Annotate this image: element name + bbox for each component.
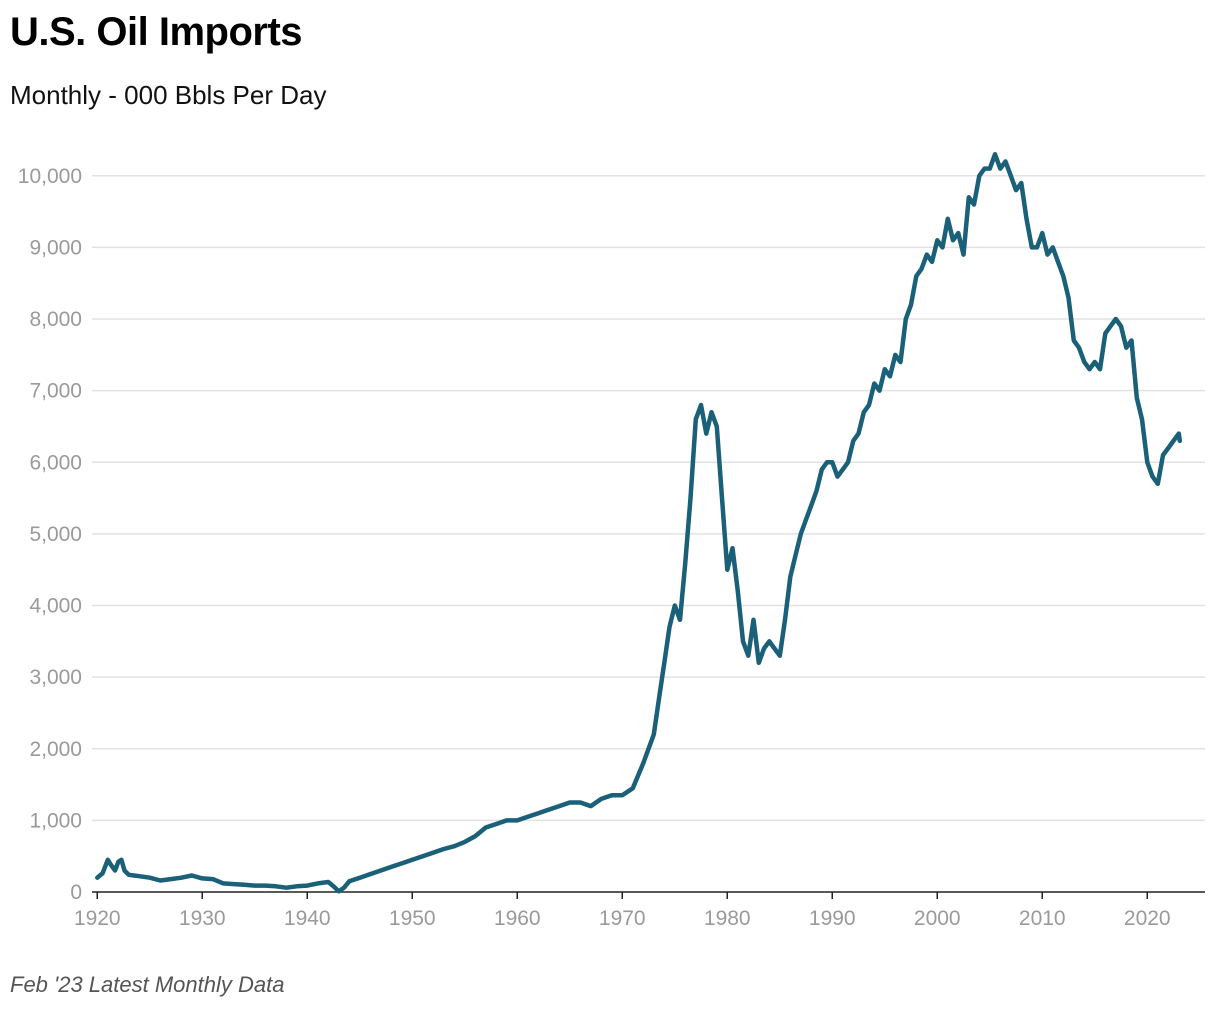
x-tick-label: 1940 [284,907,331,930]
x-tick-label: 2000 [914,907,961,930]
y-tick-label: 0 [70,881,82,904]
y-tick-label: 9,000 [29,236,82,259]
x-tick-label: 2010 [1019,907,1066,930]
x-tick-label: 1980 [704,907,751,930]
x-axis-ticks: 1920 1930 1940 1950 1960 1970 1980 1990 2000 2010… [74,892,1171,930]
y-tick-label: 3,000 [29,666,82,689]
y-tick-label: 7,000 [29,380,82,403]
y-tick-label: 10,000 [18,165,82,188]
chart-title: U.S. Oil Imports [10,10,303,54]
x-tick-label: 1950 [389,907,436,930]
y-tick-label: 6,000 [29,451,82,474]
x-tick-label: 1920 [74,907,121,930]
y-axis-ticks: 0 1,000 2,000 3,000 4,000 5,000 6,000 7,000 8,00… [18,165,82,904]
oil-imports-series-line [95,152,1183,894]
footnote: Feb '23 Latest Monthly Data [10,972,285,997]
x-tick-label: 1990 [809,907,856,930]
x-tick-label: 1960 [494,907,541,930]
y-tick-label: 2,000 [29,738,82,761]
x-tick-label: 1930 [179,907,226,930]
y-tick-label: 1,000 [29,809,82,832]
x-tick-label: 2020 [1124,907,1171,930]
x-tick-label: 1970 [599,907,646,930]
grid-lines [92,175,1205,822]
line-chart: 0 1,000 2,000 3,000 4,000 5,000 6,000 7,000 8,00… [18,152,1205,930]
y-tick-label: 4,000 [29,595,82,618]
chart-subtitle: Monthly - 000 Bbls Per Day [10,80,327,110]
y-tick-label: 8,000 [29,308,82,331]
y-tick-label: 5,000 [29,523,82,546]
